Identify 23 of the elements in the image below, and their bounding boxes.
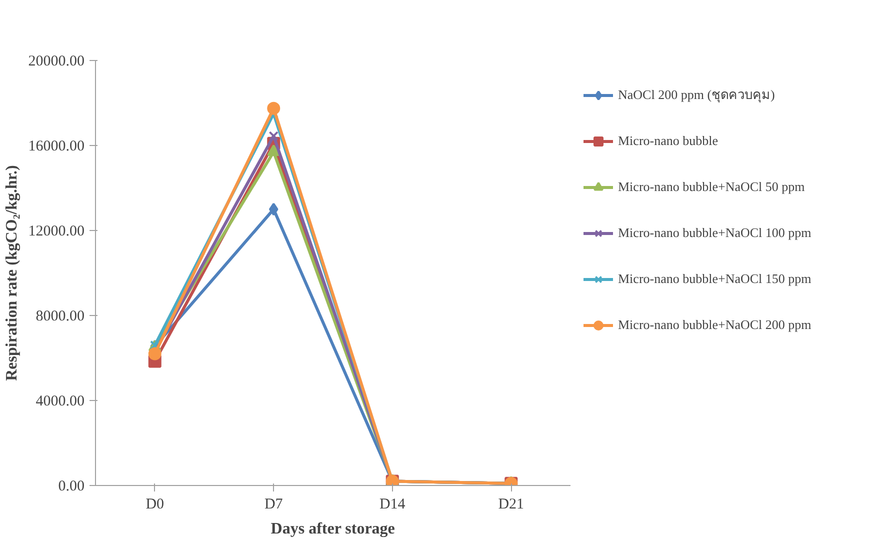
- point: [268, 202, 278, 216]
- legend-label: Micro-nano bubble+NaOCl 200 ppm: [618, 317, 812, 333]
- y-tick-label: 0.00: [58, 478, 84, 494]
- legend-label: Micro-nano bubble: [618, 133, 718, 149]
- legend-label: Micro-nano bubble+NaOCl 50 ppm: [618, 179, 805, 195]
- legend-label: Micro-nano bubble+NaOCl 150 ppm: [618, 271, 812, 287]
- y-axis-title: Respiration rate (kgCO₂/kg.hr.): [3, 165, 20, 381]
- y-tick-label: 16000.00: [28, 138, 84, 154]
- y-tick-label: 8000.00: [36, 308, 84, 324]
- point: [148, 347, 162, 360]
- legend-label: Micro-nano bubble+NaOCl 100 ppm: [618, 225, 812, 241]
- x-tick-label: D14: [379, 496, 406, 512]
- legend-label: NaOCl 200 ppm (ชุดควบคุม): [618, 86, 775, 104]
- x-tick-label: D0: [146, 496, 164, 512]
- y-tick-label: 12000.00: [28, 224, 84, 240]
- point: [267, 144, 280, 156]
- point: [267, 102, 280, 115]
- y-tick-label: 20000.00: [28, 54, 84, 70]
- point: [268, 131, 279, 141]
- x-axis-title: Days after storage: [270, 520, 395, 538]
- x-tick-label: D7: [264, 496, 284, 512]
- y-tick-label: 4000.00: [36, 394, 84, 410]
- x-tick-label: D21: [498, 496, 524, 512]
